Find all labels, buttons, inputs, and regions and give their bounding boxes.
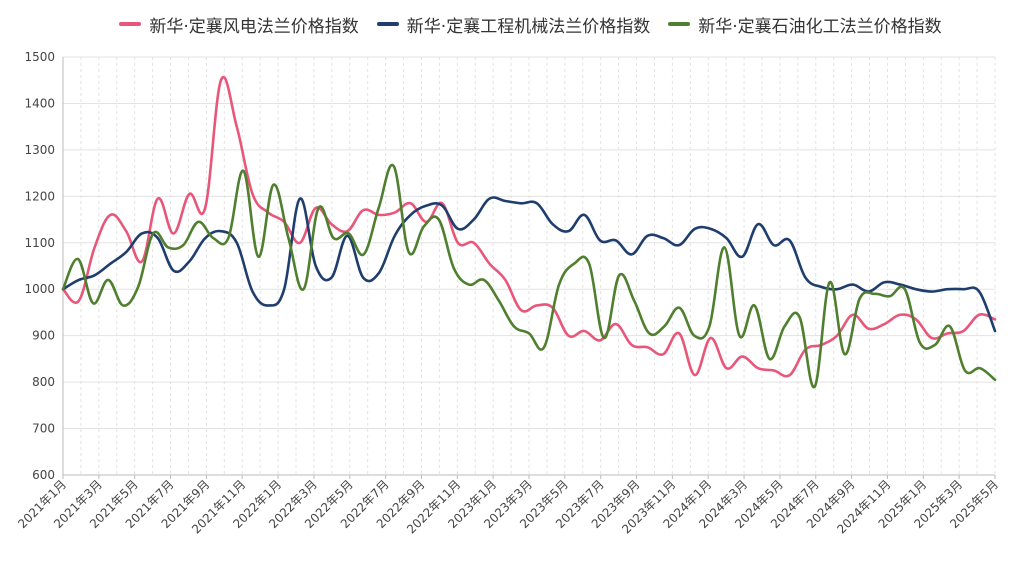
legend-swatch-wind-power [119, 22, 142, 26]
y-tick-label: 1200 [24, 189, 55, 203]
y-tick-label: 600 [32, 468, 55, 482]
legend-label-wind-power: 新华·定襄风电法兰价格指数 [149, 16, 359, 37]
legend-item-construction-machinery[interactable]: 新华·定襄工程机械法兰价格指数 [376, 12, 651, 37]
legend-swatch-petrochemical [668, 22, 691, 26]
legend: 新华·定襄风电法兰价格指数 新华·定襄工程机械法兰价格指数 新华·定襄石油化工法… [60, 8, 1001, 40]
legend-label-petrochemical: 新华·定襄石油化工法兰价格指数 [698, 16, 942, 37]
legend-label-construction-machinery: 新华·定襄工程机械法兰价格指数 [406, 16, 651, 37]
axis-layer: 6007008009001000110012001300140015002021… [15, 50, 1001, 536]
y-tick-label: 900 [32, 329, 55, 343]
grid-layer [62, 56, 996, 476]
series-layer [61, 75, 997, 389]
y-tick-label: 700 [32, 422, 55, 436]
series-line-wind-power[interactable] [61, 75, 997, 378]
legend-item-petrochemical[interactable]: 新华·定襄石油化工法兰价格指数 [668, 12, 942, 37]
y-tick-label: 1400 [24, 96, 55, 110]
series-line-petrochemical[interactable] [61, 163, 997, 389]
series-line-construction-machinery[interactable] [61, 196, 997, 333]
y-tick-label: 1500 [24, 50, 55, 64]
y-tick-label: 1100 [24, 236, 55, 250]
legend-swatch-construction-machinery [376, 22, 399, 26]
legend-item-wind-power[interactable]: 新华·定襄风电法兰价格指数 [119, 12, 359, 37]
y-tick-label: 800 [32, 375, 55, 389]
y-tick-label: 1000 [24, 282, 55, 296]
y-tick-label: 1300 [24, 143, 55, 157]
